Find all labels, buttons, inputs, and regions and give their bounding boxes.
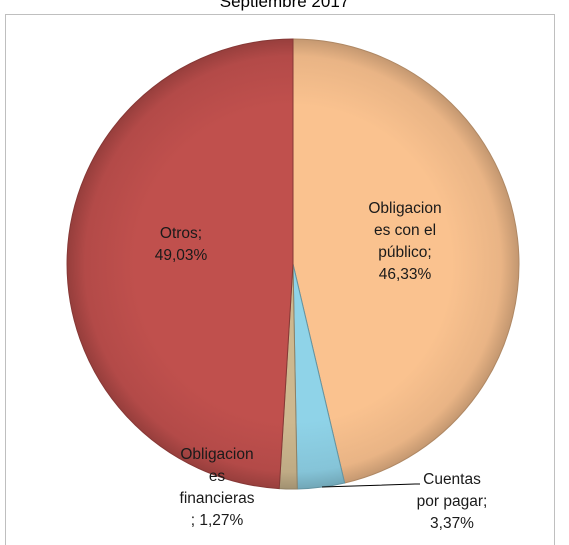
pie-slice	[66, 38, 294, 490]
slice-data-label: Otros; 49,03%	[155, 225, 208, 264]
pie-slice	[292, 38, 520, 484]
slice-data-label: Obligacion es con el público; 46,33%	[368, 200, 441, 283]
slice-data-label: Cuentas por pagar; 3,37%	[417, 471, 488, 532]
chart-title: Septiembre 2017	[219, 0, 350, 11]
slice-data-label: Obligacion es financieras; 1,27%	[180, 446, 255, 529]
chart-frame	[5, 14, 555, 545]
leader-line	[321, 483, 420, 488]
